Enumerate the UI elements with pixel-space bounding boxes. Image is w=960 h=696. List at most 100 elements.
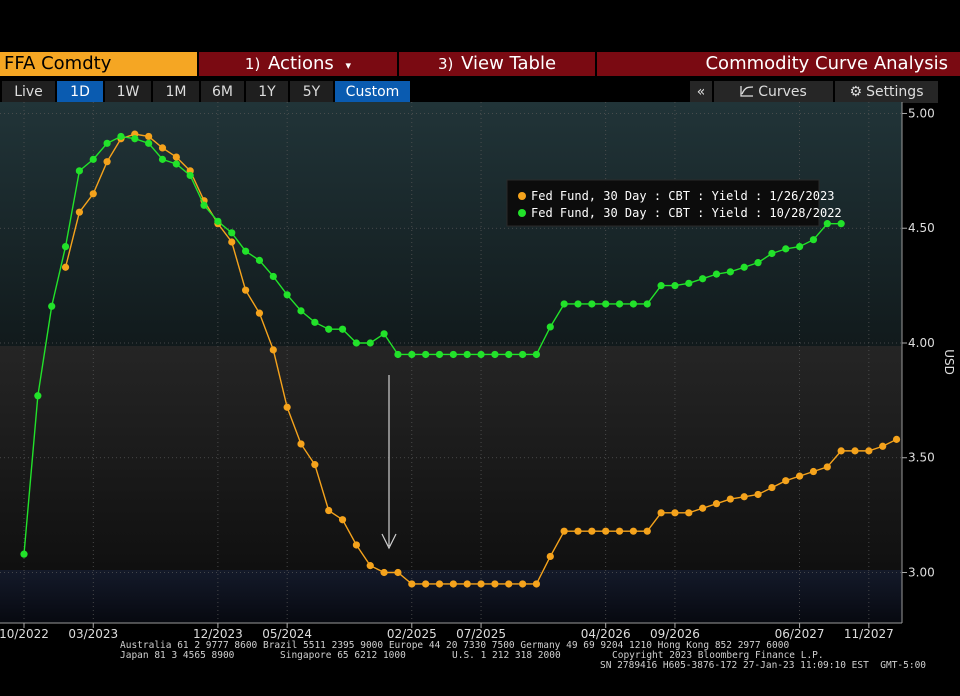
gear-icon: ⚙ (849, 84, 863, 100)
data-point (685, 509, 693, 517)
data-point (297, 440, 305, 448)
data-point (435, 350, 444, 359)
data-point (75, 167, 83, 175)
data-point (602, 527, 610, 535)
data-point (75, 208, 83, 216)
settings-label: Settings (866, 84, 924, 100)
collapse-icon[interactable]: « (690, 81, 712, 103)
footer-phone-line-1: Australia 61 2 9777 8600 Brazil 5511 239… (120, 640, 790, 651)
data-point (657, 509, 665, 517)
footer: Australia 61 2 9777 8600 Brazil 5511 239… (0, 640, 960, 696)
data-point (602, 300, 610, 308)
data-point (879, 442, 887, 450)
data-point (505, 580, 513, 588)
data-point (768, 483, 776, 492)
data-point (560, 300, 568, 308)
data-point (685, 279, 693, 287)
curves-label: Curves (758, 84, 807, 100)
actions-number: 1) (244, 55, 261, 73)
data-point (228, 229, 236, 237)
data-point (809, 467, 818, 476)
data-point (574, 527, 582, 535)
curves-button[interactable]: Curves (714, 81, 833, 103)
tab-custom[interactable]: Custom (335, 81, 410, 103)
data-point (782, 477, 790, 485)
data-point (615, 527, 624, 535)
tab-1y[interactable]: 1Y (246, 81, 288, 103)
data-point (145, 139, 153, 147)
tab-6m[interactable]: 6M (201, 81, 244, 103)
data-point (754, 490, 762, 499)
data-point (34, 392, 42, 400)
x-tick-label: 09/2026 (650, 627, 700, 641)
data-point (519, 350, 527, 359)
view-table-button[interactable]: 3) View Table (397, 52, 595, 76)
data-point (754, 259, 762, 267)
settings-button[interactable]: ⚙ Settings (835, 81, 938, 103)
data-point (491, 350, 499, 359)
data-point (519, 580, 527, 588)
data-point (255, 256, 264, 264)
x-tick-label: 02/2025 (387, 627, 437, 641)
data-point (380, 568, 388, 577)
data-point (463, 350, 471, 359)
data-point (740, 263, 748, 271)
data-point (394, 568, 402, 577)
data-point (865, 447, 873, 455)
tab-1m[interactable]: 1M (153, 81, 199, 103)
data-point (61, 242, 70, 251)
x-tick-label: 05/2024 (262, 627, 312, 641)
data-point (546, 323, 554, 331)
data-point (671, 282, 679, 290)
tab-5y[interactable]: 5Y (290, 81, 333, 103)
security-field[interactable]: FFA Comdty (0, 52, 197, 76)
x-tick-label: 12/2023 (193, 627, 243, 641)
series-green (20, 132, 845, 558)
data-point (61, 263, 70, 271)
data-point (837, 447, 845, 455)
data-point (532, 580, 541, 588)
data-point (823, 220, 831, 228)
page-title: Commodity Curve Analysis (595, 52, 960, 76)
data-point (103, 139, 111, 147)
actions-menu-button[interactable]: 1) Actions ▾ (197, 52, 397, 76)
y-axis-label: USD (942, 349, 956, 375)
data-point (325, 506, 333, 515)
x-tick-label: 11/2027 (844, 627, 894, 641)
data-point (657, 282, 665, 290)
x-ticks: 10/2022 03/2023 12/2023 05/2024 02/2025 07/20… (0, 623, 894, 641)
x-tick-label: 04/2026 (581, 627, 631, 641)
tab-1w[interactable]: 1W (105, 81, 151, 103)
x-tick-label: 10/2022 (0, 627, 49, 641)
data-point (505, 350, 513, 359)
data-point (89, 190, 97, 198)
period-tab-bar: Live 1D 1W 1M 6M 1Y 5Y Custom « Curves ⚙… (0, 81, 960, 103)
data-point (325, 325, 333, 333)
data-point (629, 300, 638, 308)
data-point (311, 461, 319, 469)
tab-live[interactable]: Live (2, 81, 55, 103)
data-point (186, 171, 194, 180)
data-point (796, 242, 804, 251)
data-point (726, 268, 734, 276)
legend-dot-orange (518, 192, 526, 200)
data-point (643, 300, 651, 308)
y-tick-label: 4.50 (908, 221, 935, 235)
data-point (449, 350, 457, 359)
actions-label: Actions (268, 53, 334, 74)
data-point (408, 350, 416, 359)
curves-icon (740, 86, 754, 97)
data-point (366, 562, 374, 570)
series-group (20, 130, 901, 588)
curve-chart-svg: 5.00 4.50 4.00 3.50 3.00 10/2022 03/2023 12/20… (0, 102, 956, 641)
tab-1d[interactable]: 1D (57, 81, 103, 103)
legend-entry-10-28-2022: Fed Fund, 30 Day : CBT : Yield : 10/28/2… (531, 206, 842, 220)
view-table-label: View Table (461, 53, 557, 74)
data-point (394, 350, 402, 359)
data-point (463, 580, 471, 588)
curve-chart: 5.00 4.50 4.00 3.50 3.00 10/2022 03/2023 12/20… (0, 102, 960, 642)
caret-down-icon: ▾ (345, 59, 352, 72)
data-point (352, 339, 360, 347)
footer-copyright: Copyright 2023 Bloomberg Finance L.P. (612, 650, 824, 661)
data-point (214, 217, 222, 225)
